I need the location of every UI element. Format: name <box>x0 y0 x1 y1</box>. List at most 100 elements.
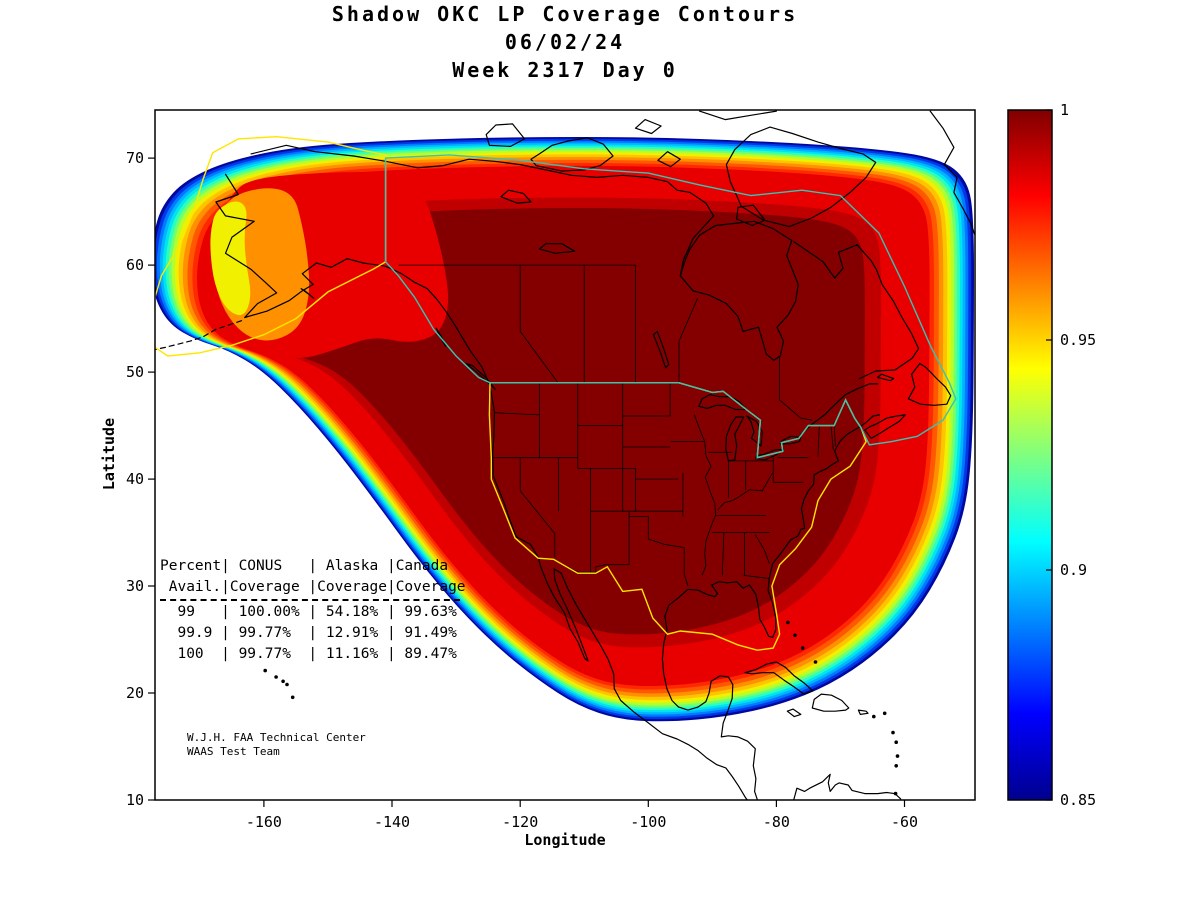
island-dot <box>894 740 898 744</box>
coastline <box>799 383 879 436</box>
island-dot <box>872 714 876 719</box>
x-tick-label: -160 <box>246 813 282 831</box>
y-tick-label: 40 <box>126 470 144 488</box>
y-tick-label: 70 <box>126 149 144 167</box>
credit-line2: WAAS Test Team <box>187 745 280 758</box>
coastline <box>215 173 749 800</box>
border-line <box>648 538 684 548</box>
border-line <box>717 472 773 511</box>
border-line <box>833 422 836 446</box>
island-or-lake-outline <box>811 693 850 712</box>
island-or-lake-outline <box>698 394 747 411</box>
border-line <box>721 532 725 576</box>
title-week-day: Week 2317 Day 0 <box>452 58 678 82</box>
colorbar-tick-label: 0.85 <box>1060 791 1096 809</box>
border-line <box>694 414 716 576</box>
island-or-lake-outline <box>786 708 802 718</box>
island-dot <box>893 791 898 796</box>
table-header-row2: Avail.|Coverage |Coverage|Coverage <box>160 579 466 595</box>
table-row: 99.9 | 99.77% | 12.91% | 91.49% <box>160 625 457 641</box>
border-line <box>519 490 556 534</box>
y-tick-label: 30 <box>126 577 144 595</box>
coastlines <box>155 110 975 800</box>
island-dot <box>281 679 285 684</box>
island-or-lake-outline <box>857 709 869 715</box>
island-or-lake-outline <box>500 189 532 204</box>
island-dot <box>882 711 887 716</box>
colorbar-tick-label: 0.9 <box>1060 561 1087 579</box>
coastline <box>929 110 975 236</box>
border-line <box>754 534 770 564</box>
island-or-lake-outline <box>725 126 877 228</box>
colorbar: 1 0.95 0.9 0.85 <box>1007 101 1096 809</box>
colorbar-tick-label: 1 <box>1060 101 1069 119</box>
island-dot <box>891 730 895 735</box>
island-dot <box>813 660 818 664</box>
island-or-lake-outline <box>877 373 895 382</box>
table-row: 100 | 99.77% | 11.16% | 89.47% <box>160 646 457 662</box>
island-or-lake-outline <box>634 119 662 135</box>
aleutian-islands <box>155 320 243 351</box>
border-line <box>817 425 820 457</box>
island-or-lake-outline <box>465 362 496 390</box>
plot-border <box>154 109 976 801</box>
coastline <box>698 110 777 121</box>
island-dot <box>895 754 900 758</box>
island-or-lake-outline <box>530 137 614 172</box>
y-tick-label: 20 <box>126 684 144 702</box>
border-line <box>779 357 813 421</box>
y-tick-label: 50 <box>126 363 144 381</box>
island-or-lake-outline <box>652 330 670 369</box>
colorbar-border <box>1007 109 1053 801</box>
island-or-lake-outline <box>300 288 315 299</box>
border-line <box>519 265 559 384</box>
island-or-lake-outline <box>725 416 745 462</box>
island-or-lake-outline <box>907 362 952 406</box>
alaska-region-boundary <box>155 135 387 357</box>
colorbar-tick-label: 0.95 <box>1060 331 1096 349</box>
x-axis-label: Longitude <box>524 831 606 849</box>
island-dot <box>290 695 295 700</box>
x-tick-label: -140 <box>374 813 410 831</box>
coastline <box>793 241 920 380</box>
x-tick-label: -60 <box>891 813 918 831</box>
island-dot <box>786 620 790 625</box>
island-dot <box>800 646 805 650</box>
coastline <box>661 414 881 800</box>
island-dot <box>285 682 289 687</box>
x-tick-label: -100 <box>630 813 666 831</box>
island-or-lake-outline <box>435 327 447 347</box>
colorbar-gradient-bar <box>1008 110 1052 800</box>
axis-tick-labels: -160 -140 -120 -100 -80 -60 10 20 30 40 50 60 70 <box>126 149 918 831</box>
border-line <box>743 574 771 579</box>
island-dot <box>263 668 268 673</box>
title-date: 06/02/24 <box>504 30 626 54</box>
island-or-lake-outline <box>679 220 799 361</box>
credit-text: W.J.H. FAA Technical Center WAAS Test Te… <box>187 731 366 759</box>
table-header-row1: Percent| CONUS | Alaska |Canada <box>160 558 449 574</box>
coastline <box>793 773 902 800</box>
availability-table: Percent| CONUS | Alaska |Canada Avail.|C… <box>160 556 466 665</box>
small-islands <box>263 620 900 796</box>
island-or-lake-outline <box>736 204 766 227</box>
x-tick-label: -80 <box>763 813 790 831</box>
border-line <box>683 547 689 587</box>
table-separator <box>160 599 460 601</box>
island-or-lake-outline <box>864 414 906 439</box>
table-row: 99 | 100.00% | 54.18% | 99.63% <box>160 604 457 620</box>
coverage-patch <box>210 201 251 316</box>
border-line <box>678 298 698 383</box>
coastline <box>250 144 715 277</box>
island-dot <box>274 675 278 679</box>
map-layer <box>155 110 975 800</box>
x-tick-label: -120 <box>502 813 538 831</box>
canada-region-boundary <box>384 154 957 459</box>
island-or-lake-outline <box>744 661 814 695</box>
alaska-coverage-patches <box>210 172 449 358</box>
y-tick-label: 10 <box>126 791 144 809</box>
island-or-lake-outline <box>538 243 576 254</box>
border-line <box>830 425 834 451</box>
island-or-lake-outline <box>657 151 681 168</box>
